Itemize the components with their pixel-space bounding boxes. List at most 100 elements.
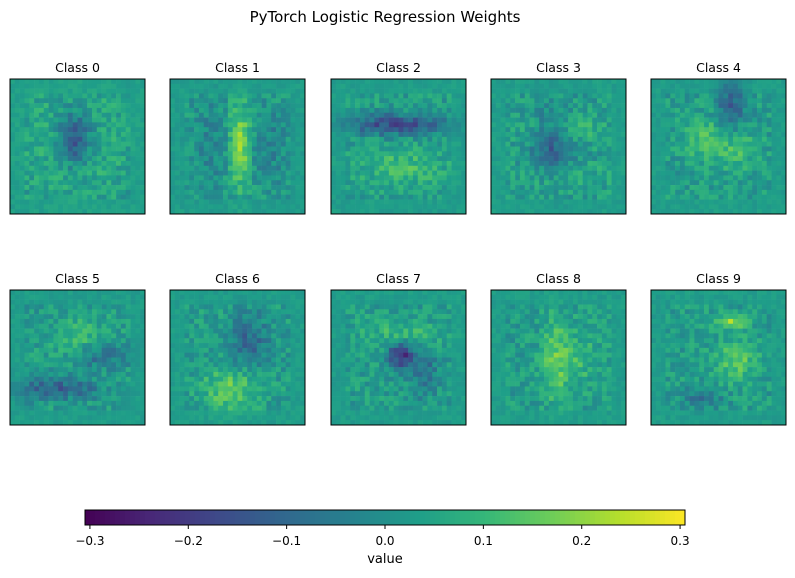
heatmap-cell [708, 136, 714, 142]
heatmap-cell [271, 127, 277, 133]
heatmap-cell [19, 146, 25, 152]
heatmap-cell [87, 357, 93, 363]
heatmap-cell [247, 141, 253, 147]
heatmap-cell [340, 83, 346, 89]
heatmap-cell [232, 156, 238, 162]
heatmap-cell [170, 189, 176, 196]
heatmap-cell [757, 98, 763, 104]
heatmap-cell [708, 112, 714, 118]
heatmap-cell [529, 122, 535, 128]
heatmap-cell [776, 204, 782, 210]
heatmap-cell [125, 165, 131, 171]
heatmap-cell [251, 88, 258, 94]
heatmap-cell [456, 103, 462, 109]
heatmap-cell [130, 170, 136, 176]
heatmap-cell [82, 376, 88, 382]
heatmap-cell [242, 117, 248, 123]
heatmap-cell [24, 362, 30, 368]
heatmap-cell [374, 185, 380, 191]
heatmap-cell [689, 83, 695, 89]
heatmap-cell [340, 165, 346, 171]
heatmap-cell [135, 333, 141, 339]
heatmap-cell [505, 204, 511, 210]
heatmap-cell [355, 185, 361, 191]
heatmap-cell [232, 309, 238, 315]
heatmap-cell [48, 420, 54, 426]
heatmap-cell [116, 141, 122, 147]
heatmap-cell [29, 160, 35, 167]
heatmap-cell [684, 117, 690, 123]
heatmap-cell [529, 141, 535, 147]
heatmap-cell [432, 185, 438, 191]
heatmap-cell [679, 83, 686, 89]
heatmap-cell [58, 309, 64, 315]
heatmap-cell [587, 151, 593, 157]
heatmap-cell [713, 107, 719, 114]
heatmap-cell [203, 107, 209, 114]
heatmap-cell [757, 127, 763, 133]
heatmap-cell [776, 156, 782, 162]
heatmap-cell [384, 199, 390, 205]
heatmap-cell [242, 333, 248, 339]
heatmap-cell [130, 309, 136, 315]
heatmap-cell [616, 180, 622, 186]
heatmap-cell [675, 156, 681, 162]
heatmap-cell [601, 136, 608, 142]
heatmap-cell [621, 127, 627, 133]
heatmap-cell [91, 103, 98, 109]
heatmap-cell [587, 146, 593, 152]
heatmap-cell [335, 151, 341, 157]
heatmap-cell [403, 141, 409, 147]
heatmap-cell [120, 79, 127, 85]
heatmap-cell [461, 146, 467, 152]
heatmap-cell [379, 194, 385, 200]
heatmap-cell [24, 391, 30, 397]
heatmap-cell [505, 170, 511, 176]
heatmap-cell [500, 194, 506, 200]
heatmap-cell [189, 88, 195, 94]
heatmap-cell [194, 333, 200, 339]
heatmap-cell [757, 170, 763, 176]
heatmap-cell [87, 185, 93, 191]
heatmap-cell [601, 185, 608, 191]
heatmap-cell [24, 410, 30, 416]
heatmap-cell [48, 357, 54, 363]
heatmap-cell [295, 314, 301, 320]
heatmap-cell [213, 185, 219, 191]
heatmap-cell [694, 151, 700, 157]
heatmap-cell [563, 199, 569, 205]
heatmap-cell [29, 299, 35, 305]
heatmap-cell [384, 132, 390, 138]
heatmap-cell [271, 189, 277, 196]
heatmap-cell [345, 189, 351, 196]
heatmap-cell [106, 294, 112, 300]
heatmap-cell [218, 199, 224, 205]
heatmap-cell [558, 122, 564, 128]
heatmap-cell [704, 93, 710, 99]
heatmap-cell [446, 141, 452, 147]
heatmap-cell [611, 175, 617, 181]
heatmap-cell [140, 347, 146, 353]
heatmap-cell [256, 204, 262, 210]
heatmap-cell [179, 314, 185, 320]
heatmap-cell [539, 127, 545, 133]
heatmap-cell [116, 333, 122, 339]
heatmap-cell [170, 112, 176, 118]
heatmap-cell [87, 132, 93, 138]
heatmap-cell [256, 185, 262, 191]
heatmap-cell [43, 367, 49, 373]
heatmap-cell [10, 381, 16, 387]
heatmap-cell [101, 136, 107, 142]
heatmap-cell [621, 93, 627, 99]
heatmap-cell [24, 400, 30, 407]
heatmap-cell [242, 189, 248, 196]
heatmap-cell [529, 204, 535, 210]
heatmap-cell [96, 405, 102, 411]
heatmap-cell [776, 160, 782, 167]
heatmap-cell [359, 83, 366, 89]
heatmap-cell [295, 194, 301, 200]
heatmap-cell [140, 175, 146, 181]
heatmap-cell [461, 88, 467, 94]
heatmap-cell [247, 204, 253, 210]
heatmap-cell [379, 103, 385, 109]
